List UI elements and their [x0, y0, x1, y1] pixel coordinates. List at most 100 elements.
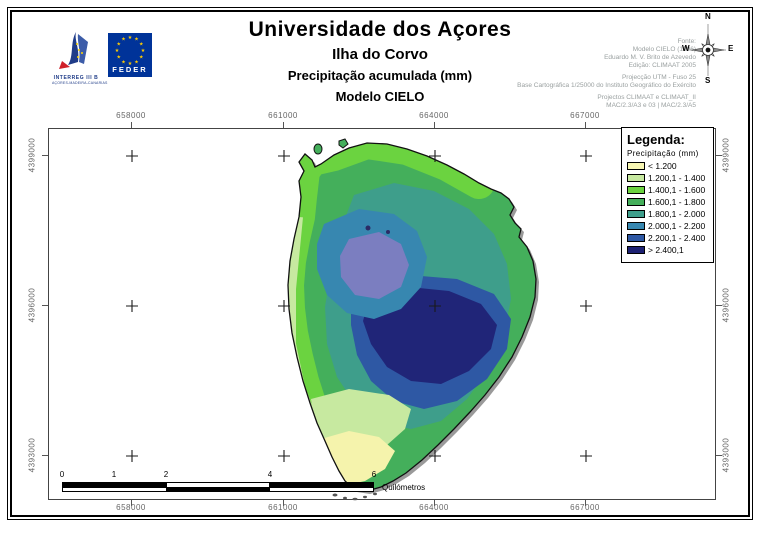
legend-item: 1.600,1 - 1.800 [627, 197, 709, 207]
frame-tick [131, 500, 132, 506]
credit-line: Eduardo M. V. Brito de Azevedo [604, 54, 696, 61]
x-coordinate-label: 664000 [419, 111, 449, 120]
svg-text:★: ★ [139, 55, 144, 61]
svg-text:★: ★ [121, 37, 126, 43]
legend-swatch [627, 198, 645, 206]
legend-swatch [627, 234, 645, 242]
frame-tick [585, 122, 586, 128]
legend-swatch [627, 174, 645, 182]
map-subtitle-model: Modelo CIELO [335, 89, 425, 104]
graticule-crosses [126, 150, 592, 462]
interreg-sail-icon [59, 32, 88, 69]
x-coordinate-label: 667000 [570, 111, 600, 120]
compass-east-label: E [728, 44, 734, 53]
y-coordinate-label: 4396000 [27, 287, 37, 323]
scale-bar-unit: Quilómetros [382, 483, 426, 492]
legend-label: < 1.200 [648, 161, 677, 171]
legend-label: 1.800,1 - 2.000 [648, 209, 706, 219]
credit-line: Edição: CLIMAAT 2005 [628, 62, 696, 69]
credit-line: Projectos CLIMAAT e CLIMAAT_II [597, 94, 696, 101]
legend-label: 2.000,1 - 2.200 [648, 221, 706, 231]
svg-text:★: ★ [141, 48, 146, 54]
frame-tick [716, 305, 722, 306]
interreg-logo-title: INTERREG III B [53, 75, 99, 81]
legend-subtitle: Precipitação (mm) [627, 149, 699, 158]
svg-text:★: ★ [121, 59, 126, 65]
x-coordinate-label: 667000 [570, 503, 600, 512]
scale-tick-label: 1 [111, 470, 117, 479]
credit-line: Modelo CIELO (1996) [632, 46, 696, 53]
legend-item: 1.400,1 - 1.600 [627, 185, 709, 195]
scale-tick-label: 4 [267, 470, 273, 479]
y-coordinate-label: 4399000 [27, 137, 37, 173]
compass-west-label: W [682, 44, 690, 53]
legend-label: 1.400,1 - 1.600 [648, 185, 706, 195]
page-inner-border [10, 10, 750, 517]
compass-south-label: S [705, 76, 711, 85]
legend-item: 1.800,1 - 2.000 [627, 209, 709, 219]
legend-label: 2.200,1 - 2.400 [648, 233, 706, 243]
frame-tick [716, 455, 722, 456]
precipitation-zones [288, 143, 536, 491]
svg-text:★: ★ [134, 59, 139, 65]
legend-item: > 2.400,1 [627, 245, 709, 255]
frame-tick [283, 122, 284, 128]
frame-tick [434, 500, 435, 506]
credit-line: MAC/2.3/A3 e 03 | MAC/2.3/A5 [606, 102, 696, 109]
legend-item: 2.200,1 - 2.400 [627, 233, 709, 243]
credit-line: Fonte: [677, 38, 696, 45]
page-outer-border [7, 7, 753, 520]
scale-tick-label: 6 [371, 470, 377, 479]
x-coordinate-label: 661000 [268, 111, 298, 120]
scale-bar-graphic [62, 482, 374, 492]
legend-title: Legenda: [627, 132, 685, 147]
credits-block: Fonte: Modelo CIELO (1996) Eduardo M. V.… [440, 38, 696, 110]
y-coordinate-label: 4399000 [721, 137, 731, 173]
x-coordinate-label: 664000 [419, 503, 449, 512]
title-block: Universidade dos Açores Ilha do Corvo Pr… [180, 18, 580, 104]
legend-item: < 1.200 [627, 161, 709, 171]
frame-tick [716, 155, 722, 156]
map-subtitle-island: Ilha do Corvo [332, 46, 428, 63]
svg-text:★: ★ [116, 42, 121, 48]
credit-line: Projecção UTM - Fuso 25 [621, 74, 696, 81]
svg-text:★: ★ [128, 35, 133, 41]
legend-label: 1.200,1 - 1.400 [648, 173, 706, 183]
y-coordinate-label: 4393000 [721, 437, 731, 473]
frame-tick [42, 305, 48, 306]
legend-swatch [627, 246, 645, 254]
legend-swatch [627, 186, 645, 194]
svg-text:★: ★ [139, 42, 144, 48]
interreg-logo-subtitle: AÇORES-MADEIRA-CANARIAS [52, 81, 108, 85]
svg-text:★: ★ [128, 61, 133, 67]
y-coordinate-label: 4393000 [27, 437, 37, 473]
island-map [126, 138, 592, 501]
map-subtitle-variable: Precipitação acumulada (mm) [287, 68, 473, 83]
legend-item: 1.200,1 - 1.400 [627, 173, 709, 183]
frame-tick [42, 455, 48, 456]
scale-tick-label: 0 [59, 470, 65, 479]
frame-tick [42, 155, 48, 156]
compass-north-label: N [705, 12, 711, 21]
scale-tick-label: 2 [163, 470, 169, 479]
frame-tick [283, 500, 284, 506]
compass-rose-icon [690, 24, 726, 76]
islets [313, 138, 377, 501]
svg-text:★: ★ [115, 48, 120, 54]
frame-tick [585, 500, 586, 506]
y-coordinate-label: 4396000 [721, 287, 731, 323]
legend-swatch [627, 222, 645, 230]
frame-tick [131, 122, 132, 128]
credit-line: Base Cartográfica 1/25000 do Instituto G… [517, 82, 696, 89]
x-coordinate-label: 658000 [116, 111, 146, 120]
frame-tick [434, 122, 435, 128]
svg-text:★: ★ [134, 37, 139, 43]
x-coordinate-label: 658000 [116, 503, 146, 512]
x-coordinate-label: 661000 [268, 503, 298, 512]
eu-stars-icon: ★ ★★ ★★★ ★★★ ★★★ [115, 35, 146, 67]
feder-logo: ★ ★ ★ ★ ★ ★ ★ ★ ★ ★ ★ ★ FEDER [108, 33, 152, 77]
legend-item: 2.000,1 - 2.200 [627, 221, 709, 231]
interreg-logo: INTERREG III B AÇORES-MADEIRA-CANARIAS [52, 30, 108, 88]
legend-label: 1.600,1 - 1.800 [648, 197, 706, 207]
